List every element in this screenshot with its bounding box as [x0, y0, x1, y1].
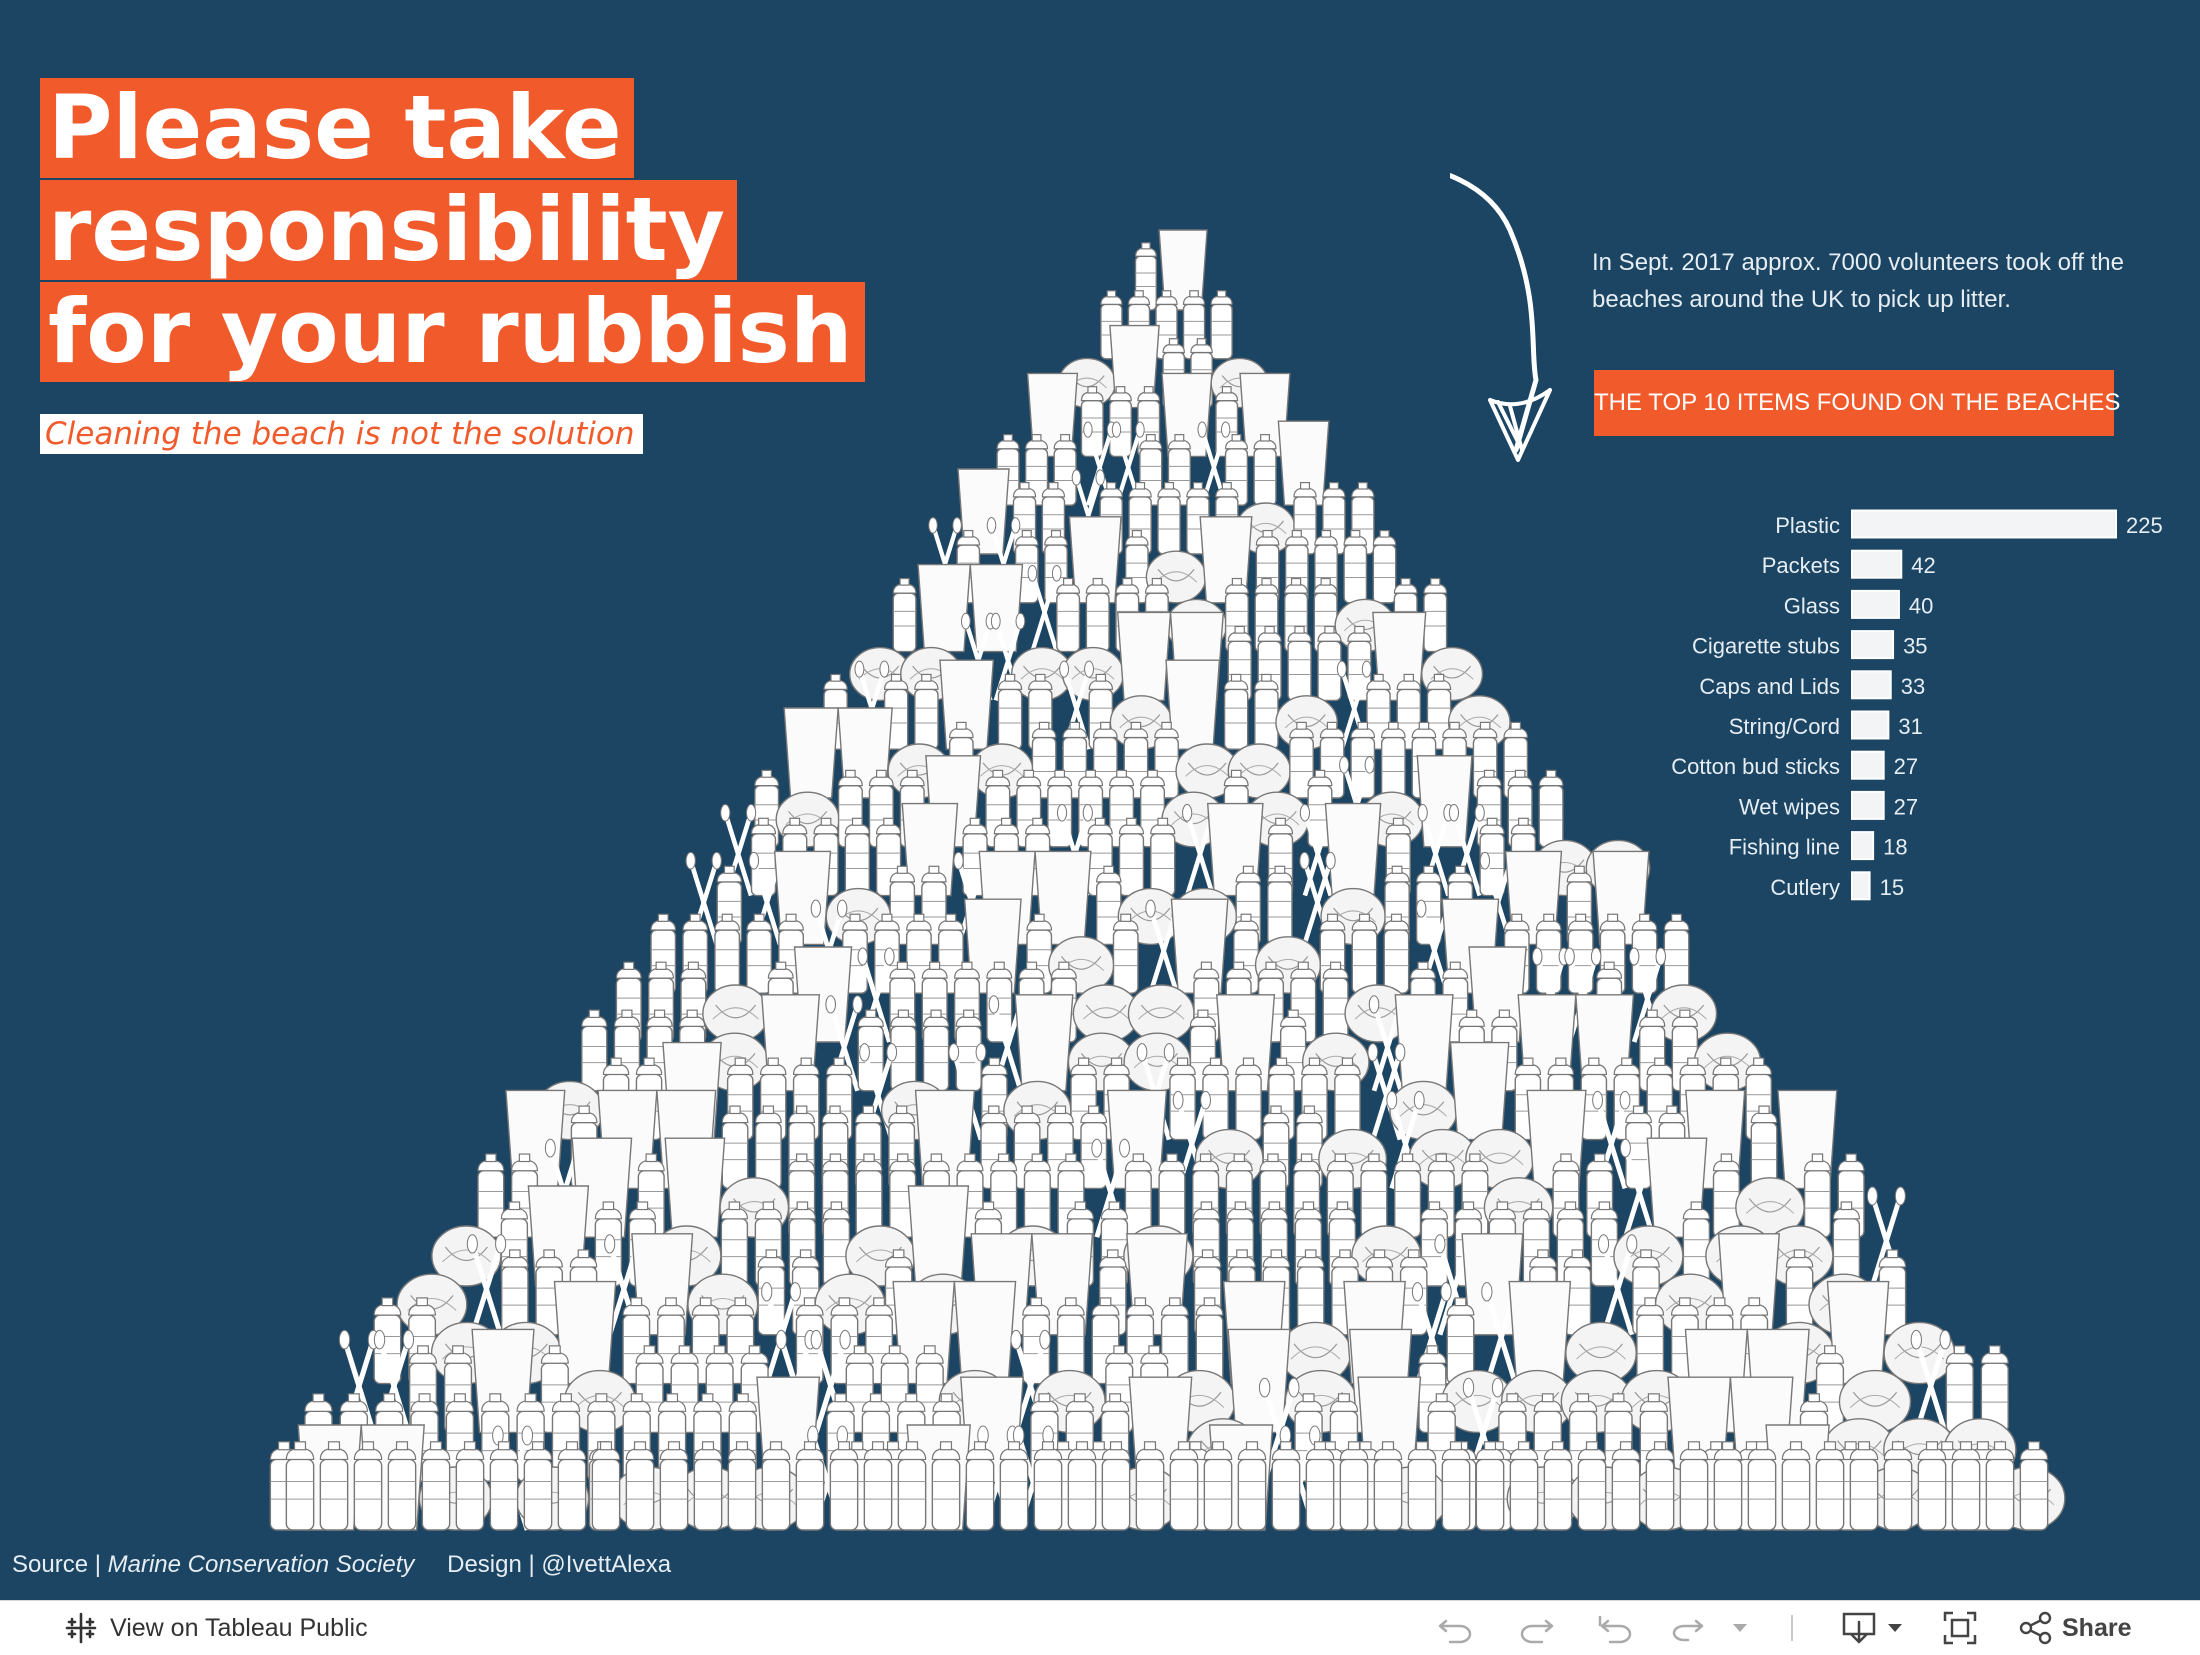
bar-value-label: 35	[1903, 634, 1927, 659]
pile-of-litter-illustration	[269, 229, 2066, 1531]
share-icon	[2018, 1611, 2052, 1645]
bar-category-label: Cotton bud sticks	[1671, 754, 1840, 779]
top10-bar-chart: Plastic 225 Packets 42 Glass 40 Cigarette stub…	[1671, 509, 2163, 901]
title-line-3: for your rubbish	[40, 282, 865, 382]
title-line-1: Please take	[40, 78, 634, 178]
pause-caret-button[interactable]	[1730, 1601, 1750, 1655]
bar-value-label: 15	[1880, 875, 1904, 900]
tableau-toolbar: View on Tableau Public	[0, 1600, 2200, 1655]
bar-value-label: 33	[1901, 674, 1925, 699]
toolbar-separator	[1791, 1615, 1793, 1641]
bar[interactable]	[1851, 750, 1885, 780]
source-label: Source |	[12, 1551, 101, 1578]
bar[interactable]	[1851, 871, 1871, 901]
view-on-tableau-label: View on Tableau Public	[110, 1613, 368, 1642]
top10-heading: THE TOP 10 ITEMS FOUND ON THE BEACHES	[1594, 370, 2120, 436]
share-label: Share	[2062, 1613, 2132, 1642]
redo-icon	[1516, 1611, 1556, 1645]
bar-value-label: 27	[1894, 794, 1918, 819]
bar-category-label: String/Cord	[1729, 714, 1840, 739]
fullscreen-button[interactable]	[1942, 1601, 1978, 1655]
revert-button[interactable]	[1596, 1601, 1636, 1655]
dashboard: Please take responsibility for your rubb…	[12, 77, 2163, 1580]
bar[interactable]	[1851, 670, 1892, 700]
bar-value-label: 31	[1898, 714, 1922, 739]
bar-category-label: Plastic	[1775, 513, 1840, 538]
bar[interactable]	[1851, 630, 1895, 660]
refresh-icon	[1668, 1611, 1708, 1645]
bar-category-label: Glass	[1784, 593, 1840, 618]
title-line-2: responsibility	[40, 180, 738, 280]
bar[interactable]	[1851, 549, 1903, 579]
chevron-down-icon	[1886, 1620, 1904, 1636]
share-button[interactable]: Share	[2018, 1601, 2131, 1655]
revert-icon	[1596, 1611, 1636, 1645]
view-on-tableau-button[interactable]: View on Tableau Public	[64, 1601, 368, 1655]
bar-value-label: 18	[1883, 835, 1907, 860]
bar[interactable]	[1851, 509, 2117, 539]
download-icon	[1840, 1610, 1878, 1646]
bar-category-label: Fishing line	[1729, 835, 1840, 860]
tableau-logo-icon	[64, 1611, 98, 1645]
undo-button[interactable]	[1436, 1601, 1476, 1655]
bar-category-label: Wet wipes	[1739, 794, 1840, 819]
intro-text: In Sept. 2017 approx. 7000 volunteers to…	[1592, 249, 2124, 313]
fullscreen-icon	[1942, 1610, 1978, 1646]
redo-button[interactable]	[1516, 1601, 1556, 1655]
refresh-button[interactable]	[1668, 1601, 1708, 1655]
bar[interactable]	[1851, 589, 1900, 619]
subtitle: Cleaning the beach is not the solution	[40, 414, 643, 454]
pause-caret-icon	[1730, 1618, 1750, 1638]
bar-category-label: Cigarette stubs	[1692, 634, 1840, 659]
curved-arrow-icon	[1450, 173, 1552, 462]
bar-value-label: 42	[1911, 553, 1935, 578]
bar-value-label: 27	[1894, 754, 1918, 779]
bar-category-label: Caps and Lids	[1699, 674, 1840, 699]
bar-value-label: 40	[1909, 593, 1933, 618]
bar-category-label: Packets	[1762, 553, 1840, 578]
bar[interactable]	[1851, 831, 1875, 861]
bar-value-label: 225	[2126, 513, 2163, 538]
bar[interactable]	[1851, 710, 1890, 740]
undo-icon	[1436, 1611, 1476, 1645]
source-name: Marine Conservation Society	[107, 1551, 415, 1578]
download-button[interactable]	[1840, 1601, 1904, 1655]
bar-category-label: Cutlery	[1770, 875, 1840, 900]
design-name: @IvettAlexa	[541, 1551, 672, 1578]
design-label: Design |	[447, 1551, 535, 1578]
bar[interactable]	[1851, 790, 1885, 820]
source-footer: Source | Marine Conservation Society Des…	[12, 1550, 671, 1580]
